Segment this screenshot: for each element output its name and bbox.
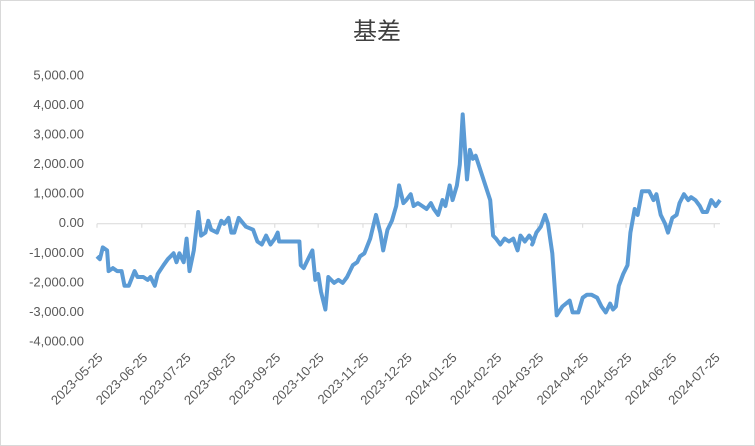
- y-tick-label: 3,000.00: [33, 127, 84, 142]
- y-tick-label: -2,000.00: [29, 274, 84, 289]
- chart-title: 基差: [353, 18, 401, 45]
- y-tick-label: -4,000.00: [29, 333, 84, 348]
- y-tick-label: 0.00: [59, 215, 84, 230]
- line: [95, 112, 722, 318]
- y-tick-label: -1,000.00: [29, 245, 84, 260]
- y-tick-label: 2,000.00: [33, 156, 84, 171]
- y-tick-label: 5,000.00: [33, 67, 84, 82]
- y-tick-label: -3,000.00: [29, 304, 84, 319]
- y-tick-label: 1,000.00: [33, 186, 84, 201]
- y-tick-label: 4,000.00: [33, 97, 84, 112]
